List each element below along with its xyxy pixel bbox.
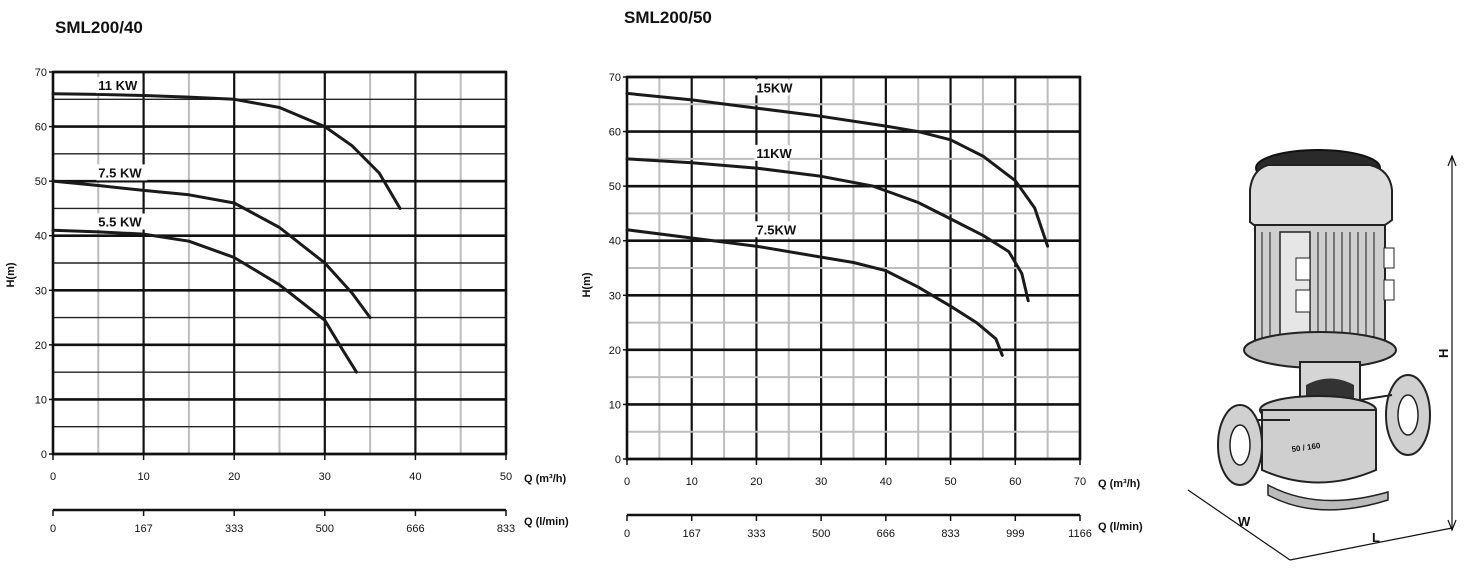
y-tick-label: 60 <box>609 127 621 139</box>
outlet-pipe <box>1359 394 1393 401</box>
outlet-bore <box>1397 394 1419 436</box>
x2-axis-unit-label: Q (l/min) <box>524 516 569 528</box>
dimension-lines <box>1187 154 1457 561</box>
height-label: H <box>1436 349 1451 358</box>
x-axis-unit-label: Q (m³/h) <box>1098 478 1140 490</box>
height-arrow-bottom <box>1447 519 1457 532</box>
series-label-bg <box>754 221 798 238</box>
x-tick-label: 30 <box>319 471 331 483</box>
series-line-0 <box>625 91 1050 248</box>
x-tick-label: 10 <box>686 476 698 488</box>
motor-fins <box>1261 232 1375 340</box>
series-label-bg <box>754 144 790 161</box>
pump-casing <box>1261 409 1377 484</box>
series-label-0: 11 KW <box>98 78 138 93</box>
terminal-box <box>1279 231 1311 338</box>
x2-tick-label: 666 <box>877 528 895 540</box>
series-line-2 <box>51 228 358 374</box>
plot-frame <box>625 75 1082 461</box>
pump-drawing: 50 / 160 <box>1217 149 1431 511</box>
motor-body <box>1254 224 1386 346</box>
series-line-1 <box>625 157 1030 303</box>
series-label-2: 5.5 KW <box>98 215 142 230</box>
x2-tick-label: 1166 <box>1068 528 1092 540</box>
length-dimension-line <box>1289 527 1453 561</box>
x2-tick-label: 167 <box>683 528 701 540</box>
series-line-1 <box>51 179 372 320</box>
chart-2: 0 10 20 30 40 50 60 70 0 10 20 30 40 50 60 70 0 167 333 500… <box>581 72 1143 540</box>
width-label: W <box>1238 514 1251 529</box>
y-axis-title: H(m) <box>581 272 593 297</box>
flange-marking: 50 / 160 <box>1291 441 1321 454</box>
plot-frame <box>51 70 508 456</box>
pump-base <box>1267 483 1389 511</box>
x2-tick-label: 333 <box>747 528 765 540</box>
inlet-bore <box>1229 424 1251 466</box>
x-axis-unit-label: Q (m³/h) <box>524 473 566 485</box>
series-label-bg <box>754 79 790 96</box>
series-label-1: 7.5 KW <box>98 165 142 180</box>
y-tick-label: 50 <box>609 181 621 193</box>
x-tick-label: 40 <box>880 476 892 488</box>
series-line-0 <box>51 92 402 210</box>
y-tick-label: 30 <box>609 290 621 302</box>
x2-axis-unit-label: Q (l/min) <box>1098 521 1143 533</box>
x2-tick-label: 167 <box>134 523 152 535</box>
length-label: L <box>1372 530 1380 545</box>
x-tick-label: 70 <box>1074 476 1086 488</box>
x-tick-label: 20 <box>228 471 240 483</box>
x2-tick-label: 333 <box>225 523 243 535</box>
x-tick-label: 40 <box>409 471 421 483</box>
y-tick-label: 0 <box>41 449 47 461</box>
series-label-bg <box>96 213 148 230</box>
y-tick-label: 20 <box>609 345 621 357</box>
x2-tick-label: 500 <box>812 528 830 540</box>
series-label-bg <box>96 164 148 181</box>
series-label-2: 7.5KW <box>756 222 796 237</box>
y-tick-label: 10 <box>35 394 47 406</box>
side-clip-1 <box>1383 247 1395 269</box>
x2-tick-label: 999 <box>1006 528 1024 540</box>
series-label-bg <box>96 77 140 94</box>
terminal-clip-1 <box>1295 257 1311 281</box>
height-arrow-top <box>1447 154 1457 167</box>
x2-tick-label: 833 <box>497 523 515 535</box>
y-tick-label: 40 <box>609 236 621 248</box>
x2-tick-label: 0 <box>624 528 630 540</box>
x-tick-label: 60 <box>1009 476 1021 488</box>
x2-tick-label: 666 <box>406 523 424 535</box>
width-dimension-line <box>1187 489 1291 561</box>
x-tick-label: 20 <box>750 476 762 488</box>
y-tick-label: 10 <box>609 399 621 411</box>
y-tick-label: 70 <box>35 67 47 79</box>
chart-1-title: SML200/40 <box>55 18 143 37</box>
y-tick-label: 70 <box>609 72 621 84</box>
grid <box>625 75 1082 461</box>
x-tick-label: 0 <box>624 476 630 488</box>
x2-tick-label: 500 <box>316 523 334 535</box>
y-tick-label: 20 <box>35 340 47 352</box>
terminal-clip-2 <box>1295 289 1311 313</box>
x2-tick-label: 0 <box>50 523 56 535</box>
y-tick-label: 0 <box>615 454 621 466</box>
y-axis-title: H(m) <box>5 262 17 287</box>
x-tick-label: 50 <box>500 471 512 483</box>
chart-2-title: SML200/50 <box>624 8 712 27</box>
x2-tick-label: 833 <box>941 528 959 540</box>
x-tick-label: 10 <box>137 471 149 483</box>
series-label-0: 15KW <box>756 80 793 95</box>
side-clip-2 <box>1383 279 1395 301</box>
y-tick-label: 40 <box>35 231 47 243</box>
y-tick-label: 50 <box>35 176 47 188</box>
x-tick-label: 50 <box>944 476 956 488</box>
series-line-2 <box>625 228 1004 357</box>
y-tick-label: 60 <box>35 122 47 134</box>
series-label-1: 11KW <box>756 146 792 161</box>
x-tick-label: 30 <box>815 476 827 488</box>
y-tick-label: 30 <box>35 285 47 297</box>
x-tick-label: 0 <box>50 471 56 483</box>
